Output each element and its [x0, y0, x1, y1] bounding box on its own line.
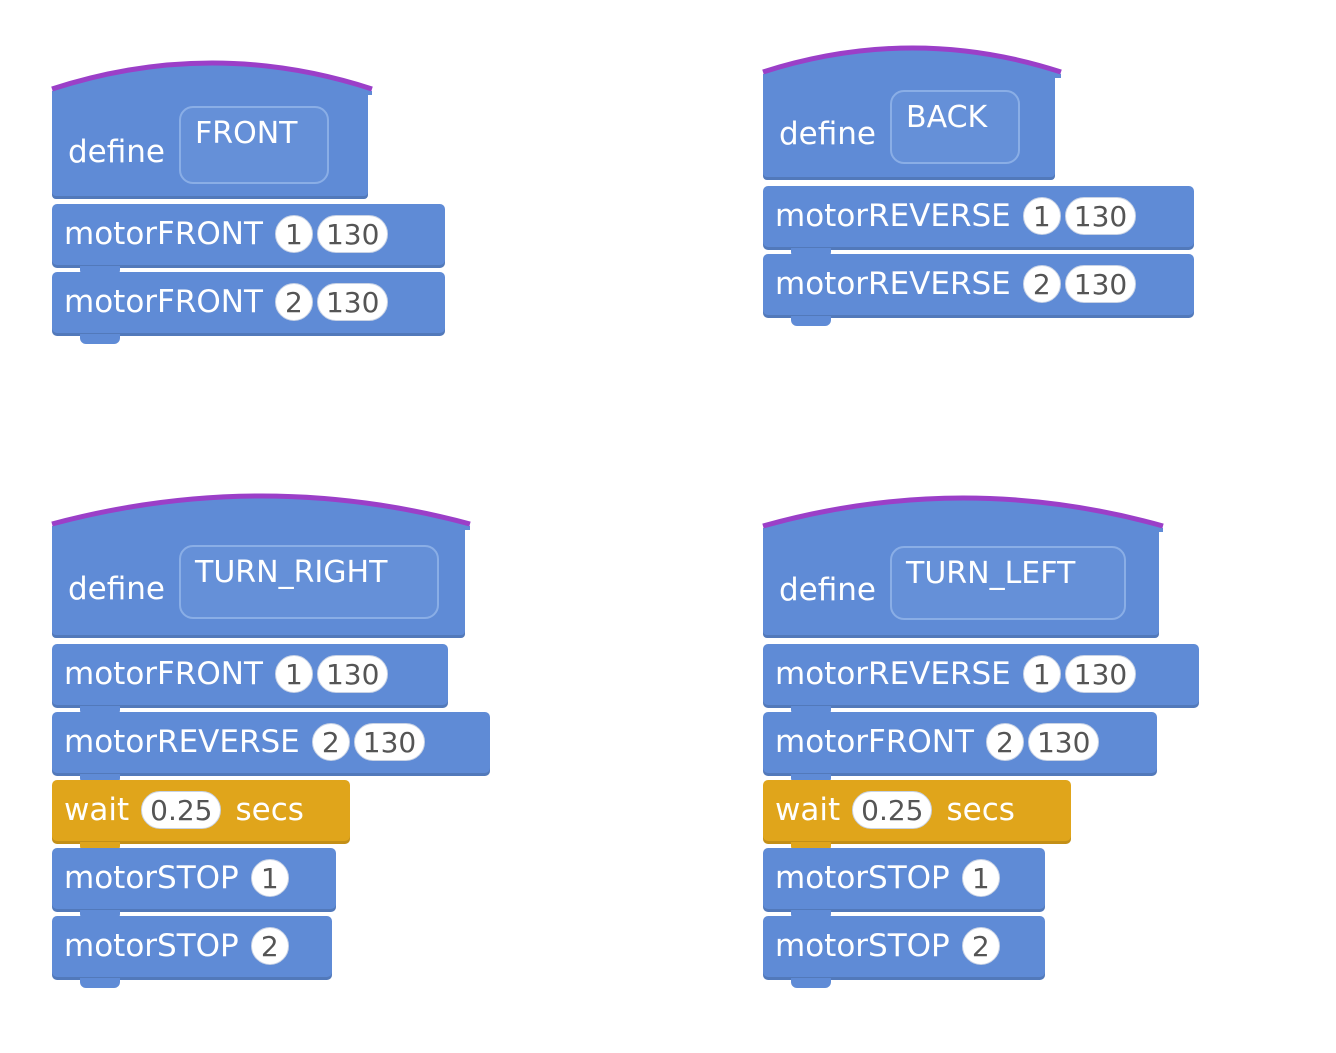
secs-label: secs: [235, 792, 304, 828]
hat-curve: [762, 495, 1164, 532]
wait-block[interactable]: wait 0.25 secs: [763, 780, 1071, 852]
port-input[interactable]: 1: [1022, 655, 1061, 693]
motor-block[interactable]: motorREVERSE 1 130: [763, 644, 1199, 716]
motor-block[interactable]: motorFRONT 1 130: [52, 204, 445, 276]
port-input[interactable]: 2: [274, 283, 313, 321]
speed-input[interactable]: 130: [1064, 655, 1137, 693]
secs-label: secs: [946, 792, 1015, 828]
hat-curve: [762, 45, 1062, 78]
motor-block[interactable]: motorFRONT 2 130: [52, 272, 445, 344]
define-hat-block[interactable]: define FRONT: [51, 55, 373, 200]
script-turn-left[interactable]: define TURN_LEFT motorREVERSE 1 130 moto…: [762, 490, 1199, 988]
speed-input[interactable]: 130: [1064, 197, 1137, 235]
script-front[interactable]: define FRONT motorFRONT 1 130 motorFRONT…: [51, 55, 445, 344]
duration-input[interactable]: 0.25: [852, 791, 933, 829]
define-label: define: [68, 134, 165, 170]
port-input[interactable]: 2: [1022, 265, 1061, 303]
motor-stop-block[interactable]: motorSTOP 2: [52, 916, 332, 988]
port-input[interactable]: 1: [961, 859, 1000, 897]
define-hat-block[interactable]: define TURN_LEFT: [762, 490, 1165, 640]
define-hat-block[interactable]: define TURN_RIGHT: [51, 488, 472, 640]
define-label: define: [68, 571, 165, 607]
motor-stop-block[interactable]: motorSTOP 1: [52, 848, 336, 920]
hat-curve: [51, 60, 373, 95]
port-input[interactable]: 1: [274, 655, 313, 693]
wait-block[interactable]: wait 0.25 secs: [52, 780, 350, 852]
port-input[interactable]: 1: [250, 859, 289, 897]
motor-block[interactable]: motorREVERSE 2 130: [763, 254, 1194, 326]
motor-stop-block[interactable]: motorSTOP 1: [763, 848, 1045, 920]
port-input[interactable]: 2: [311, 723, 350, 761]
procedure-name[interactable]: TURN_RIGHT: [179, 545, 439, 619]
duration-input[interactable]: 0.25: [141, 791, 222, 829]
speed-input[interactable]: 130: [316, 283, 389, 321]
motor-block[interactable]: motorFRONT 2 130: [763, 712, 1157, 784]
motor-block[interactable]: motorFRONT 1 130: [52, 644, 448, 716]
speed-input[interactable]: 130: [1064, 265, 1137, 303]
speed-input[interactable]: 130: [316, 655, 389, 693]
port-input[interactable]: 1: [274, 215, 313, 253]
script-turn-right[interactable]: define TURN_RIGHT motorFRONT 1 130 motor…: [51, 488, 490, 988]
port-input[interactable]: 2: [961, 927, 1000, 965]
script-back[interactable]: define BACK motorREVERSE 1 130 motorREVE…: [762, 40, 1194, 326]
speed-input[interactable]: 130: [316, 215, 389, 253]
procedure-name[interactable]: FRONT: [179, 106, 329, 184]
motor-block[interactable]: motorREVERSE 2 130: [52, 712, 490, 784]
port-input[interactable]: 2: [250, 927, 289, 965]
define-hat-block[interactable]: define BACK: [762, 40, 1063, 182]
speed-input[interactable]: 130: [353, 723, 426, 761]
define-label: define: [779, 572, 876, 608]
port-input[interactable]: 1: [1022, 197, 1061, 235]
motor-stop-block[interactable]: motorSTOP 2: [763, 916, 1045, 988]
motor-block[interactable]: motorREVERSE 1 130: [763, 186, 1194, 258]
speed-input[interactable]: 130: [1027, 723, 1100, 761]
hat-curve: [51, 493, 471, 530]
procedure-name[interactable]: BACK: [890, 90, 1020, 164]
define-label: define: [779, 116, 876, 152]
procedure-name[interactable]: TURN_LEFT: [890, 546, 1126, 620]
port-input[interactable]: 2: [985, 723, 1024, 761]
